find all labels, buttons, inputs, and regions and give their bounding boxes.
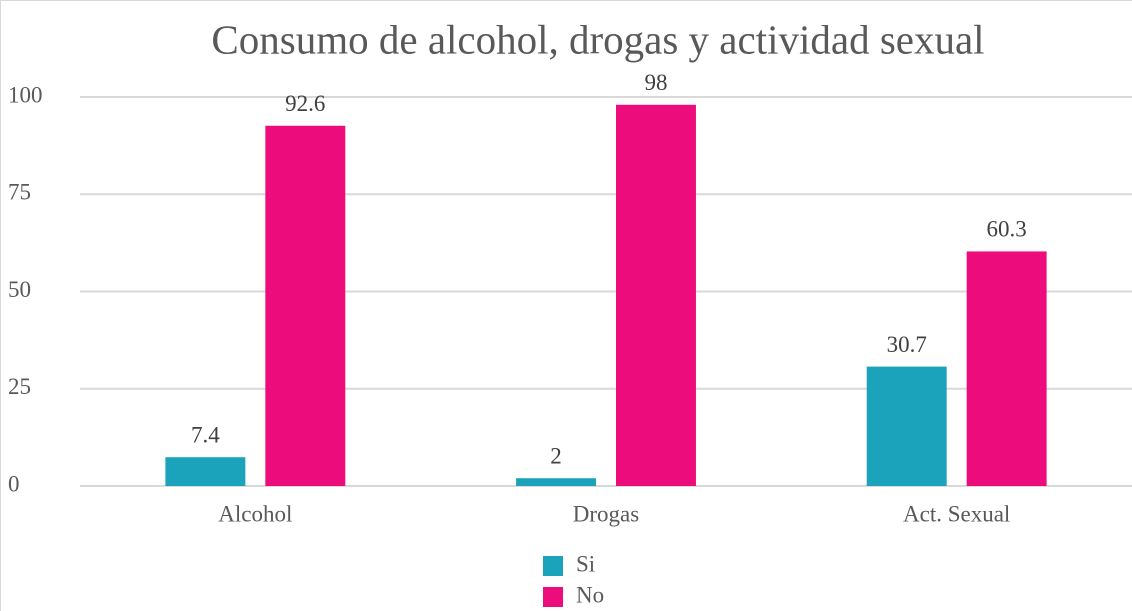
bar — [265, 125, 346, 486]
y-tick-label: 25 — [8, 374, 31, 399]
x-tick-label: Drogas — [573, 501, 639, 526]
bar — [516, 478, 597, 486]
bar — [966, 251, 1047, 486]
x-tick-label: Act. Sexual — [903, 501, 1010, 526]
bar — [615, 104, 696, 486]
bar — [165, 457, 246, 486]
data-label: 92.6 — [285, 91, 325, 116]
legend-swatch — [543, 587, 563, 607]
data-label: 7.4 — [191, 422, 220, 447]
legend-swatch — [543, 556, 563, 576]
chart-title: Consumo de alcohol, drogas y actividad s… — [211, 16, 984, 62]
data-label: 98 — [644, 70, 667, 95]
data-label: 2 — [550, 444, 562, 469]
y-tick-label: 75 — [8, 180, 31, 205]
data-label: 60.3 — [987, 217, 1027, 242]
data-label: 30.7 — [887, 332, 927, 357]
legend-label: Si — [576, 551, 595, 576]
legend-label: No — [576, 582, 604, 607]
x-tick-label: Alcohol — [218, 501, 292, 526]
y-tick-label: 100 — [8, 82, 43, 107]
y-tick-label: 50 — [8, 277, 31, 302]
y-tick-label: 0 — [8, 471, 20, 496]
bar — [866, 366, 947, 486]
